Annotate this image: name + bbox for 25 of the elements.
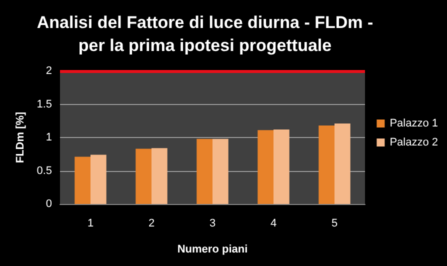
y-axis-title: FLDm [%] (14, 112, 26, 164)
y-tick-label: 0.5 (36, 164, 52, 177)
bar (318, 126, 334, 204)
bar (196, 138, 212, 204)
bar (74, 156, 90, 204)
x-tick-label: 2 (148, 218, 155, 230)
bar (274, 130, 290, 204)
x-tick-label: 1 (87, 218, 94, 230)
y-tick-label: 0 (46, 198, 52, 210)
chart-title: Analisi del Fattore di luce diurna - FLDm - per la prima ipotesi progettuale (36, 13, 374, 55)
bar (334, 124, 350, 204)
x-tick-label: 4 (270, 218, 277, 230)
bar (258, 130, 274, 204)
legend-label: Palazzo 2 (390, 136, 438, 148)
x-tick-label: 5 (331, 218, 338, 230)
y-tick-label: 1 (46, 132, 52, 144)
y-tick-label: 2 (46, 65, 52, 77)
y-tick-label: 1.5 (36, 98, 52, 110)
bar (152, 148, 168, 204)
x-axis-title: Numero piani (177, 244, 248, 256)
bar (136, 148, 152, 204)
bar (90, 154, 106, 204)
legend-label: Palazzo 1 (390, 118, 438, 130)
x-tick-label: 3 (209, 218, 216, 230)
bar (212, 138, 228, 204)
